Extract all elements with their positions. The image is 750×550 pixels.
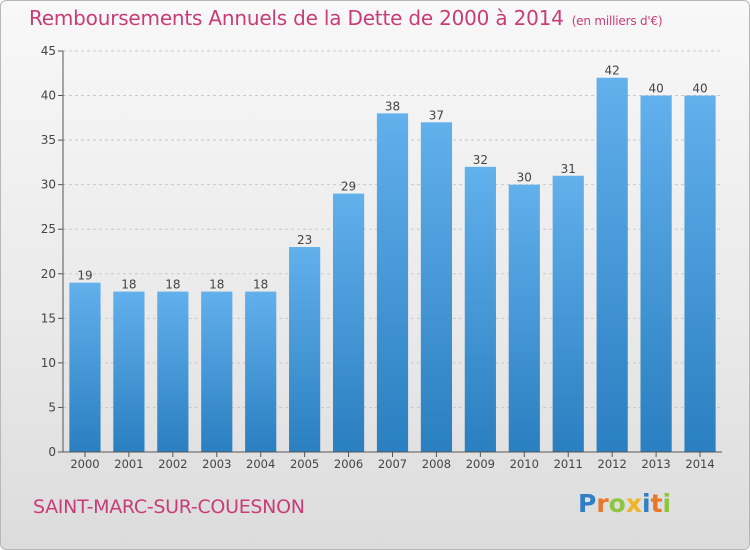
data-label: 42	[605, 64, 620, 78]
bar	[464, 166, 496, 452]
title-text: Remboursements Annuels de la Dette de 20…	[29, 6, 564, 30]
bar	[289, 247, 321, 452]
y-tick-label: 35	[41, 133, 56, 147]
x-tick-label: 2009	[466, 457, 495, 471]
logo-letter: r	[596, 489, 609, 518]
y-tick-label: 15	[41, 311, 56, 325]
x-tick-label: 2007	[378, 457, 407, 471]
bar	[596, 77, 628, 452]
x-tick-label: 2006	[334, 457, 363, 471]
data-label: 40	[648, 82, 663, 96]
bar	[69, 282, 101, 452]
x-tick-label: 2008	[422, 457, 451, 471]
data-label: 18	[209, 278, 224, 292]
data-label: 19	[77, 269, 92, 283]
logo-letter: o	[608, 489, 626, 518]
data-label: 31	[561, 162, 576, 176]
commune-name: SAINT-MARC-SUR-COUESNON	[33, 496, 305, 518]
logo-letter: t	[650, 489, 663, 518]
logo-letter: P	[578, 489, 597, 518]
bar	[332, 193, 365, 453]
unit-label: (en milliers d'€)	[571, 14, 663, 28]
chart-title: Remboursements Annuels de la Dette de 20…	[29, 6, 663, 30]
x-tick-label: 2014	[685, 457, 714, 471]
data-label: 40	[692, 82, 707, 96]
x-tick-label: 2003	[202, 457, 231, 471]
data-label: 23	[297, 233, 312, 247]
bar	[640, 95, 672, 453]
x-tick-label: 2013	[641, 457, 670, 471]
bar	[552, 175, 584, 452]
bar	[684, 95, 716, 453]
logo-letter: i	[642, 489, 651, 518]
x-tick-label: 2011	[554, 457, 583, 471]
y-tick-label: 0	[48, 445, 56, 459]
x-tick-label: 2010	[510, 457, 539, 471]
bar	[508, 184, 540, 452]
bar	[245, 291, 277, 452]
bar	[113, 291, 145, 452]
x-tick-label: 2000	[70, 457, 99, 471]
x-tick-label: 2012	[598, 457, 627, 471]
y-tick-label: 25	[41, 222, 56, 236]
bar	[157, 291, 189, 452]
bar	[201, 291, 233, 452]
y-tick-label: 5	[48, 400, 56, 414]
bar	[420, 122, 453, 453]
y-tick-label: 20	[41, 267, 56, 281]
y-tick-label: 30	[41, 178, 56, 192]
data-label: 32	[473, 153, 488, 167]
y-tick-label: 45	[41, 44, 56, 58]
x-tick-label: 2002	[158, 457, 187, 471]
bar	[376, 113, 409, 452]
y-tick-label: 40	[41, 89, 56, 103]
x-tick-label: 2001	[114, 457, 143, 471]
data-label: 29	[341, 180, 356, 194]
x-tick-label: 2005	[290, 457, 319, 471]
data-label: 30	[517, 171, 532, 185]
data-label: 18	[121, 278, 136, 292]
logo-letter: x	[625, 489, 642, 518]
y-tick-label: 10	[41, 356, 56, 370]
logo-letter: i	[662, 489, 672, 518]
data-label: 18	[165, 278, 180, 292]
data-label: 38	[385, 99, 400, 113]
x-tick-label: 2004	[246, 457, 275, 471]
proxiti-logo: Proxiti	[578, 489, 671, 518]
data-label: 37	[429, 108, 444, 122]
data-label: 18	[253, 278, 268, 292]
